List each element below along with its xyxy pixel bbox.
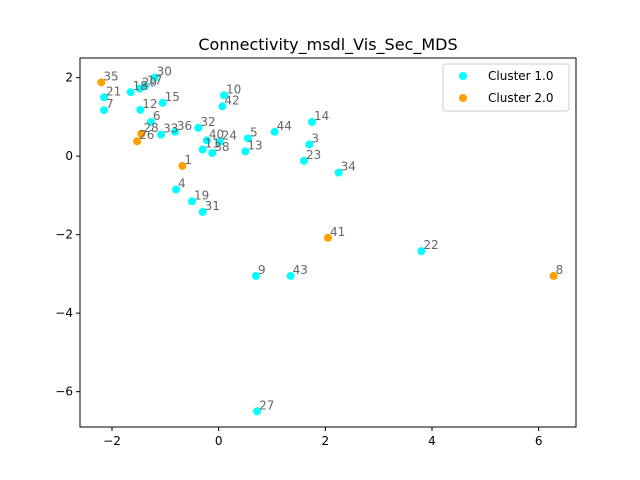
point-label-22: 22 xyxy=(423,238,438,252)
legend-box xyxy=(442,63,570,112)
point-label-42: 42 xyxy=(224,93,239,107)
point-label-14: 14 xyxy=(314,109,329,123)
data-point-cluster-1-0-22 xyxy=(417,247,426,256)
x-tick-label: 6 xyxy=(535,434,543,448)
point-label-35: 35 xyxy=(103,69,118,83)
data-point-cluster-1-0-31 xyxy=(198,207,207,216)
data-point-cluster-1-0-14 xyxy=(308,117,316,126)
x-tick-label: 4 xyxy=(428,434,436,448)
point-label-18: 18 xyxy=(133,79,148,93)
point-label-13: 13 xyxy=(247,138,262,152)
x-tick-label: −2 xyxy=(103,434,121,448)
y-tick-label: −4 xyxy=(55,306,73,320)
point-label-3: 3 xyxy=(311,131,319,145)
data-point-cluster-1-0-30 xyxy=(150,73,159,82)
point-label-27: 27 xyxy=(259,398,274,412)
y-tick-label: −2 xyxy=(55,228,73,242)
point-label-4: 4 xyxy=(178,177,186,191)
data-point-cluster-2-0-8 xyxy=(549,271,558,280)
data-point-cluster-1-0-3 xyxy=(305,140,314,149)
y-tick-label: 0 xyxy=(65,149,73,163)
chart-title: Connectivity_msdl_Vis_Sec_MDS xyxy=(198,35,457,55)
point-label-36: 36 xyxy=(177,119,192,133)
point-label-31: 31 xyxy=(205,199,220,213)
plot-frame xyxy=(79,57,577,428)
point-label-33: 33 xyxy=(163,122,178,136)
axis-ticks: −2 0 2 4 6−6−4−202 xyxy=(55,71,542,448)
data-point-cluster-2-0-28 xyxy=(137,129,146,138)
data-point-cluster-1-0-40 xyxy=(202,136,211,145)
point-label-21: 21 xyxy=(106,84,121,98)
y-tick-label: −6 xyxy=(55,385,73,399)
point-label-43: 43 xyxy=(293,263,308,277)
data-point-cluster-2-0-1 xyxy=(178,161,187,170)
point-label-15: 15 xyxy=(165,90,180,104)
data-point-cluster-1-0-18 xyxy=(126,88,135,97)
data-point-cluster-1-0-34 xyxy=(334,168,343,177)
plot-area xyxy=(80,58,576,427)
data-point-cluster-1-0-6 xyxy=(146,117,155,126)
data-point-cluster-1-0-44 xyxy=(270,127,279,136)
data-point-cluster-1-0-24 xyxy=(215,137,224,146)
point-label-28: 28 xyxy=(143,121,158,135)
legend-label-cluster-2: Cluster 2.0 xyxy=(488,91,554,105)
point-label-12: 12 xyxy=(142,97,157,111)
data-points xyxy=(97,73,558,416)
point-label-11: 11 xyxy=(205,136,220,150)
data-point-cluster-1-0-27 xyxy=(253,407,262,416)
legend-marker-cluster-2 xyxy=(459,94,467,102)
data-point-cluster-1-0-5 xyxy=(244,134,252,143)
point-label-34: 34 xyxy=(341,160,356,174)
data-point-cluster-1-0-43 xyxy=(286,271,295,280)
point-label-1: 1 xyxy=(184,153,192,167)
y-tick-label: 2 xyxy=(65,71,73,85)
data-point-cluster-1-0-32 xyxy=(194,123,203,132)
data-point-cluster-1-0-4 xyxy=(172,185,180,194)
point-label-7: 7 xyxy=(106,97,114,111)
data-point-cluster-2-0-26 xyxy=(133,137,142,146)
legend-label-cluster-1: Cluster 1.0 xyxy=(488,69,554,83)
data-point-cluster-1-0-21 xyxy=(100,93,108,102)
point-label-8: 8 xyxy=(556,263,564,277)
point-label-24: 24 xyxy=(222,129,237,143)
point-label-32: 32 xyxy=(200,115,215,129)
data-point-cluster-1-0-10 xyxy=(220,91,228,100)
point-label-5: 5 xyxy=(250,125,258,139)
legend-marker-cluster-1 xyxy=(459,72,467,80)
point-label-30: 30 xyxy=(157,65,172,79)
point-label-17: 17 xyxy=(147,73,162,87)
data-point-cluster-1-0-42 xyxy=(218,102,227,111)
data-point-cluster-2-0-41 xyxy=(324,233,332,242)
data-point-cluster-1-0-19 xyxy=(188,197,196,206)
data-point-cluster-1-0-15 xyxy=(158,98,167,107)
data-point-cluster-2-0-35 xyxy=(97,78,106,87)
data-point-cluster-1-0-12 xyxy=(136,105,145,114)
data-point-cluster-1-0-9 xyxy=(252,271,260,280)
data-point-cluster-1-0-36 xyxy=(170,127,179,136)
data-point-cluster-1-0-13 xyxy=(241,147,250,156)
point-label-19: 19 xyxy=(194,188,209,202)
data-point-cluster-1-0-11 xyxy=(198,145,207,154)
point-label-41: 41 xyxy=(330,225,345,239)
data-point-cluster-1-0-23 xyxy=(300,156,308,165)
point-label-23: 23 xyxy=(306,148,321,162)
point-label-40: 40 xyxy=(209,127,224,141)
data-point-cluster-1-0-38 xyxy=(208,148,217,157)
data-point-cluster-1-0-17 xyxy=(141,82,150,91)
legend: Cluster 1.0 Cluster 2.0 xyxy=(442,63,570,112)
point-label-29: 29 xyxy=(142,76,157,90)
point-label-9: 9 xyxy=(258,263,266,277)
x-tick-label: 0 xyxy=(215,434,223,448)
x-tick-label: 2 xyxy=(322,434,330,448)
point-label-10: 10 xyxy=(226,82,241,96)
data-point-cluster-1-0-33 xyxy=(157,130,166,139)
point-label-6: 6 xyxy=(153,109,161,123)
point-label-38: 38 xyxy=(214,140,229,154)
data-point-cluster-1-0-7 xyxy=(100,106,108,115)
point-label-26: 26 xyxy=(139,128,154,142)
point-label-44: 44 xyxy=(277,119,292,133)
